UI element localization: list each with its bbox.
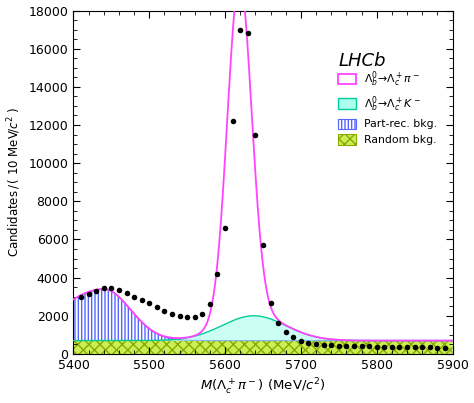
Point <box>328 342 335 348</box>
Point <box>290 334 297 340</box>
Point <box>388 344 396 350</box>
Point <box>335 342 343 349</box>
Point <box>297 337 305 344</box>
Point <box>206 301 214 307</box>
Point <box>153 304 161 310</box>
Point <box>305 340 312 346</box>
Y-axis label: Candidates $\!/\!$ ( 10 MeV$\!/c^2$ ): Candidates $\!/\!$ ( 10 MeV$\!/c^2$ ) <box>6 107 23 258</box>
Point <box>350 343 358 349</box>
Legend: $\Lambda_b^0\!\to\!\Lambda_c^+\pi^-$, $\Lambda_b^0\!\to\!\Lambda_c^+K^-$, Part-r: $\Lambda_b^0\!\to\!\Lambda_c^+\pi^-$, $\… <box>336 67 439 147</box>
Point <box>115 287 123 293</box>
Point <box>381 343 388 350</box>
Point <box>183 314 191 320</box>
Point <box>191 314 199 320</box>
Point <box>320 342 328 348</box>
Point <box>237 27 244 33</box>
Point <box>168 311 176 317</box>
Point <box>434 344 441 351</box>
Point <box>176 313 183 319</box>
Point <box>100 285 108 291</box>
Point <box>267 300 274 307</box>
Point <box>411 344 419 351</box>
Point <box>426 344 434 351</box>
Point <box>365 343 373 350</box>
Point <box>441 345 449 351</box>
Point <box>396 344 403 350</box>
Point <box>138 296 146 303</box>
Point <box>199 311 206 317</box>
Point <box>108 285 115 291</box>
Point <box>161 308 168 314</box>
Point <box>419 344 426 351</box>
Point <box>274 320 282 326</box>
Point <box>221 225 229 231</box>
X-axis label: $M(\Lambda_c^+\pi^-)\ \mathrm{(MeV/}c^2\mathrm{)}$: $M(\Lambda_c^+\pi^-)\ \mathrm{(MeV/}c^2\… <box>200 377 326 397</box>
Point <box>403 344 411 351</box>
Point <box>252 131 259 138</box>
Point <box>130 293 138 300</box>
Point <box>373 343 381 350</box>
Point <box>244 30 252 37</box>
Point <box>92 288 100 294</box>
Point <box>214 270 221 277</box>
Point <box>343 343 350 349</box>
Point <box>229 118 237 125</box>
Point <box>358 343 365 349</box>
Point <box>146 300 153 307</box>
Point <box>85 291 92 297</box>
Point <box>259 242 267 248</box>
Point <box>123 290 130 296</box>
Point <box>312 341 320 347</box>
Text: LHCb: LHCb <box>339 52 386 70</box>
Point <box>77 293 85 300</box>
Point <box>282 329 290 335</box>
